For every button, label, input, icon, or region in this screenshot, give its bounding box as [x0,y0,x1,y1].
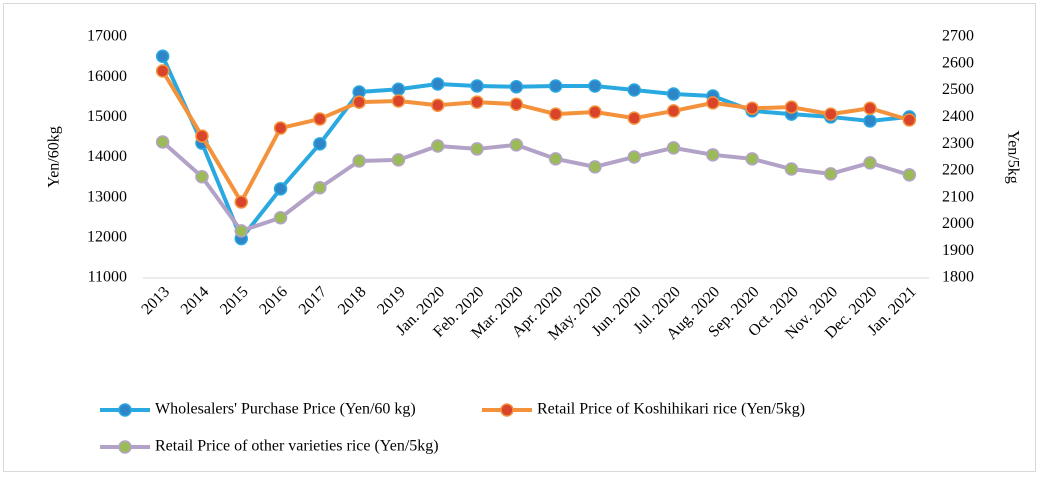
point [509,97,524,111]
y2-axis-title: Yen/5kg [1004,130,1021,184]
y-tick-label: 12000 [87,229,127,246]
point [313,112,327,126]
point [548,79,563,93]
point [588,160,602,174]
legend-label: Retail Price of other varieties rice (Ye… [155,438,439,455]
point [548,152,563,166]
point [431,98,445,113]
point [706,96,720,110]
point [273,182,288,196]
y2-tick-label: 1800 [942,269,974,286]
line [160,139,912,233]
point [155,49,170,64]
legend-marker [500,403,514,417]
point [784,100,799,114]
point [745,101,759,115]
point [313,137,327,151]
point [666,87,681,101]
y2-tick-label: 2500 [942,81,974,98]
point [902,113,917,127]
y-axis-title: Yen/60kg [46,126,63,188]
y2-tick-label: 2700 [942,28,974,45]
point [588,79,602,93]
point [784,162,799,176]
point [588,105,602,119]
point [627,111,641,125]
legend-marker [118,440,132,454]
point [470,95,484,109]
y-tick-label: 17000 [87,28,127,45]
point [391,82,406,96]
point [470,142,484,156]
point [824,107,838,121]
point [234,195,248,209]
point [391,94,406,108]
legend-marker [118,403,132,417]
y-tick-label: 11000 [88,269,127,286]
point [627,150,641,164]
point [352,95,366,109]
y2-tick-label: 2100 [942,188,974,205]
y2-tick-label: 2400 [942,108,974,125]
point [745,152,759,166]
point [273,121,288,135]
point [902,168,917,182]
point [391,153,406,167]
point [706,148,720,162]
point [470,79,484,93]
point [863,114,877,128]
point [273,211,288,225]
legend-label: Retail Price of Koshihikari rice (Yen/5k… [537,401,805,418]
point [155,135,170,149]
point [824,167,838,181]
point [627,83,641,97]
point [666,104,681,118]
point [195,129,209,143]
point [548,107,563,121]
y2-tick-label: 2000 [942,215,974,232]
y-tick-label: 14000 [87,148,127,165]
point [313,181,327,195]
y-tick-label: 13000 [87,188,127,205]
point [666,141,681,155]
y2-tick-label: 2200 [942,162,974,179]
y2-tick-label: 2300 [942,135,974,152]
point [863,156,877,170]
legend-label: Wholesalers' Purchase Price (Yen/60 kg) [155,401,416,418]
point [155,64,170,78]
point [195,170,209,184]
point [863,101,877,115]
point [352,154,366,168]
point [234,224,248,238]
point [509,138,524,152]
point [509,80,524,94]
point [431,139,445,153]
y2-tick-label: 2600 [942,54,974,71]
y2-tick-label: 1900 [942,242,974,259]
y-tick-label: 15000 [87,108,127,125]
point [431,77,445,91]
y-tick-label: 16000 [87,68,127,85]
